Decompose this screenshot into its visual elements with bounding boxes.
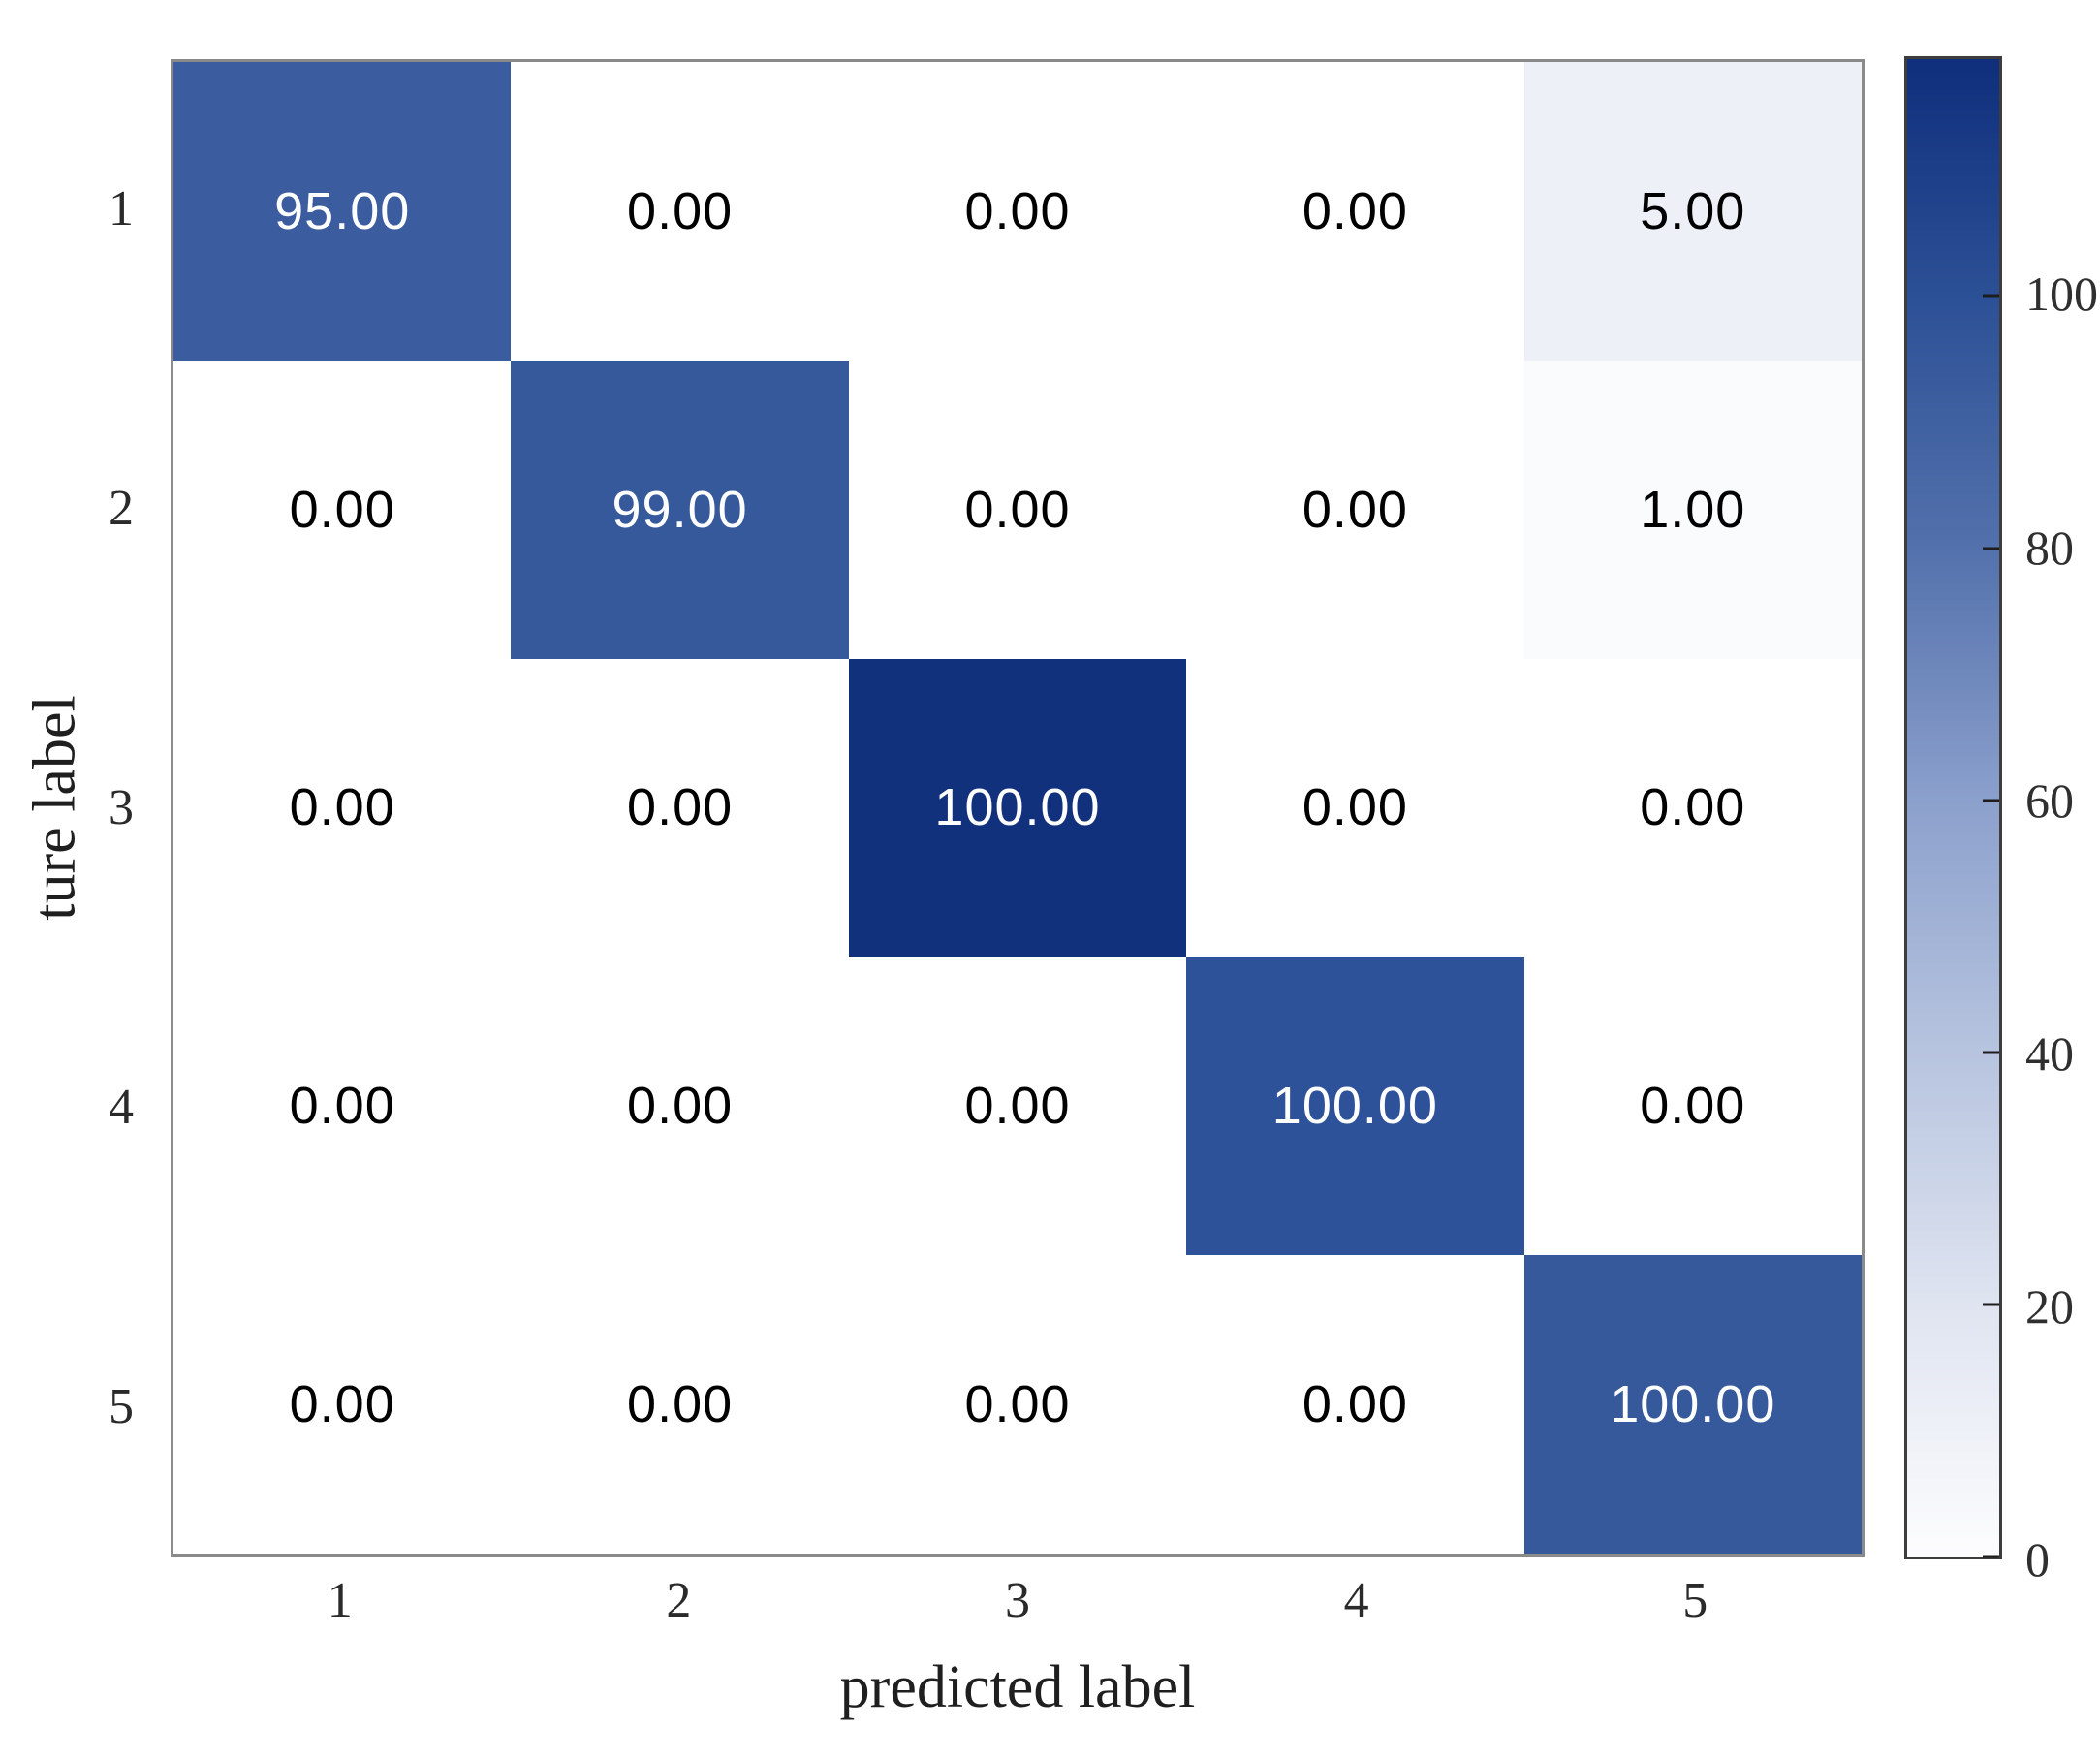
y-axis-ticks: 1 2 3 4 5 — [0, 59, 153, 1557]
colorbar-gradient — [1907, 59, 1999, 1558]
matrix-cell: 0.00 — [1523, 957, 1862, 1256]
matrix-cell: 0.00 — [511, 1255, 849, 1554]
matrix-cell: 0.00 — [1186, 1255, 1524, 1554]
matrix-cell: 100.00 — [1186, 957, 1524, 1256]
matrix-cell: 0.00 — [848, 1255, 1187, 1554]
y-tick-label: 4 — [109, 1080, 134, 1135]
x-axis-ticks: 1 2 3 4 5 — [171, 1572, 1865, 1640]
matrix-cell: 0.00 — [1186, 360, 1524, 659]
matrix-cell: 0.00 — [511, 658, 849, 958]
heatmap-grid: 95.00 0.00 0.00 0.00 5.00 0.00 99.00 0.00 0.00 1.… — [173, 62, 1862, 1554]
colorbar-tick — [1983, 547, 1999, 550]
colorbar-tick-label: 20 — [2025, 1278, 2074, 1334]
matrix-cell: 0.00 — [848, 62, 1187, 361]
colorbar-tick-label: 0 — [2025, 1532, 2050, 1587]
x-axis-title: predicted label — [839, 1654, 1196, 1720]
colorbar-tick — [1983, 799, 1999, 802]
matrix-cell: 0.00 — [511, 62, 849, 361]
y-tick-label: 2 — [109, 481, 134, 536]
colorbar-tick — [1983, 294, 1999, 298]
matrix-cell: 0.00 — [173, 1255, 512, 1554]
matrix-cell: 5.00 — [1523, 62, 1862, 361]
matrix-cell: 0.00 — [511, 957, 849, 1256]
matrix-cell: 0.00 — [173, 658, 512, 958]
matrix-cell: 100.00 — [1523, 1255, 1862, 1554]
y-tick-label: 1 — [109, 181, 134, 236]
matrix-cell: 95.00 — [173, 62, 512, 361]
matrix-cell: 0.00 — [173, 360, 512, 659]
colorbar-tick-label: 40 — [2025, 1025, 2074, 1081]
matrix-cell: 0.00 — [848, 957, 1187, 1256]
matrix-cell: 0.00 — [848, 360, 1187, 659]
matrix-cell: 100.00 — [848, 658, 1187, 958]
colorbar-tick — [1983, 1303, 1999, 1306]
matrix-cell: 0.00 — [1523, 658, 1862, 958]
x-tick-label: 5 — [1682, 1573, 1708, 1628]
matrix-cell: 1.00 — [1523, 360, 1862, 659]
colorbar-tick-label: 100 — [2025, 267, 2098, 322]
colorbar-tick — [1983, 1555, 1999, 1558]
colorbar-tick-label: 60 — [2025, 772, 2074, 828]
colorbar — [1904, 56, 2002, 1559]
x-tick-label: 1 — [327, 1573, 353, 1628]
matrix-cell: 0.00 — [173, 957, 512, 1256]
colorbar-tick-label: 80 — [2025, 519, 2074, 575]
x-tick-label: 4 — [1343, 1573, 1369, 1628]
colorbar-labels: 100 80 60 40 20 0 — [2018, 56, 2100, 1587]
y-tick-label: 5 — [109, 1379, 134, 1434]
y-tick-label: 3 — [109, 780, 134, 835]
heatmap-plot-area: 95.00 0.00 0.00 0.00 5.00 0.00 99.00 0.00 0.00 1.… — [171, 59, 1865, 1557]
matrix-cell: 99.00 — [511, 360, 849, 659]
colorbar-tick — [1983, 1051, 1999, 1054]
x-tick-label: 2 — [666, 1573, 692, 1628]
matrix-cell: 0.00 — [1186, 62, 1524, 361]
matrix-cell: 0.00 — [1186, 658, 1524, 958]
x-tick-label: 3 — [1004, 1573, 1030, 1628]
